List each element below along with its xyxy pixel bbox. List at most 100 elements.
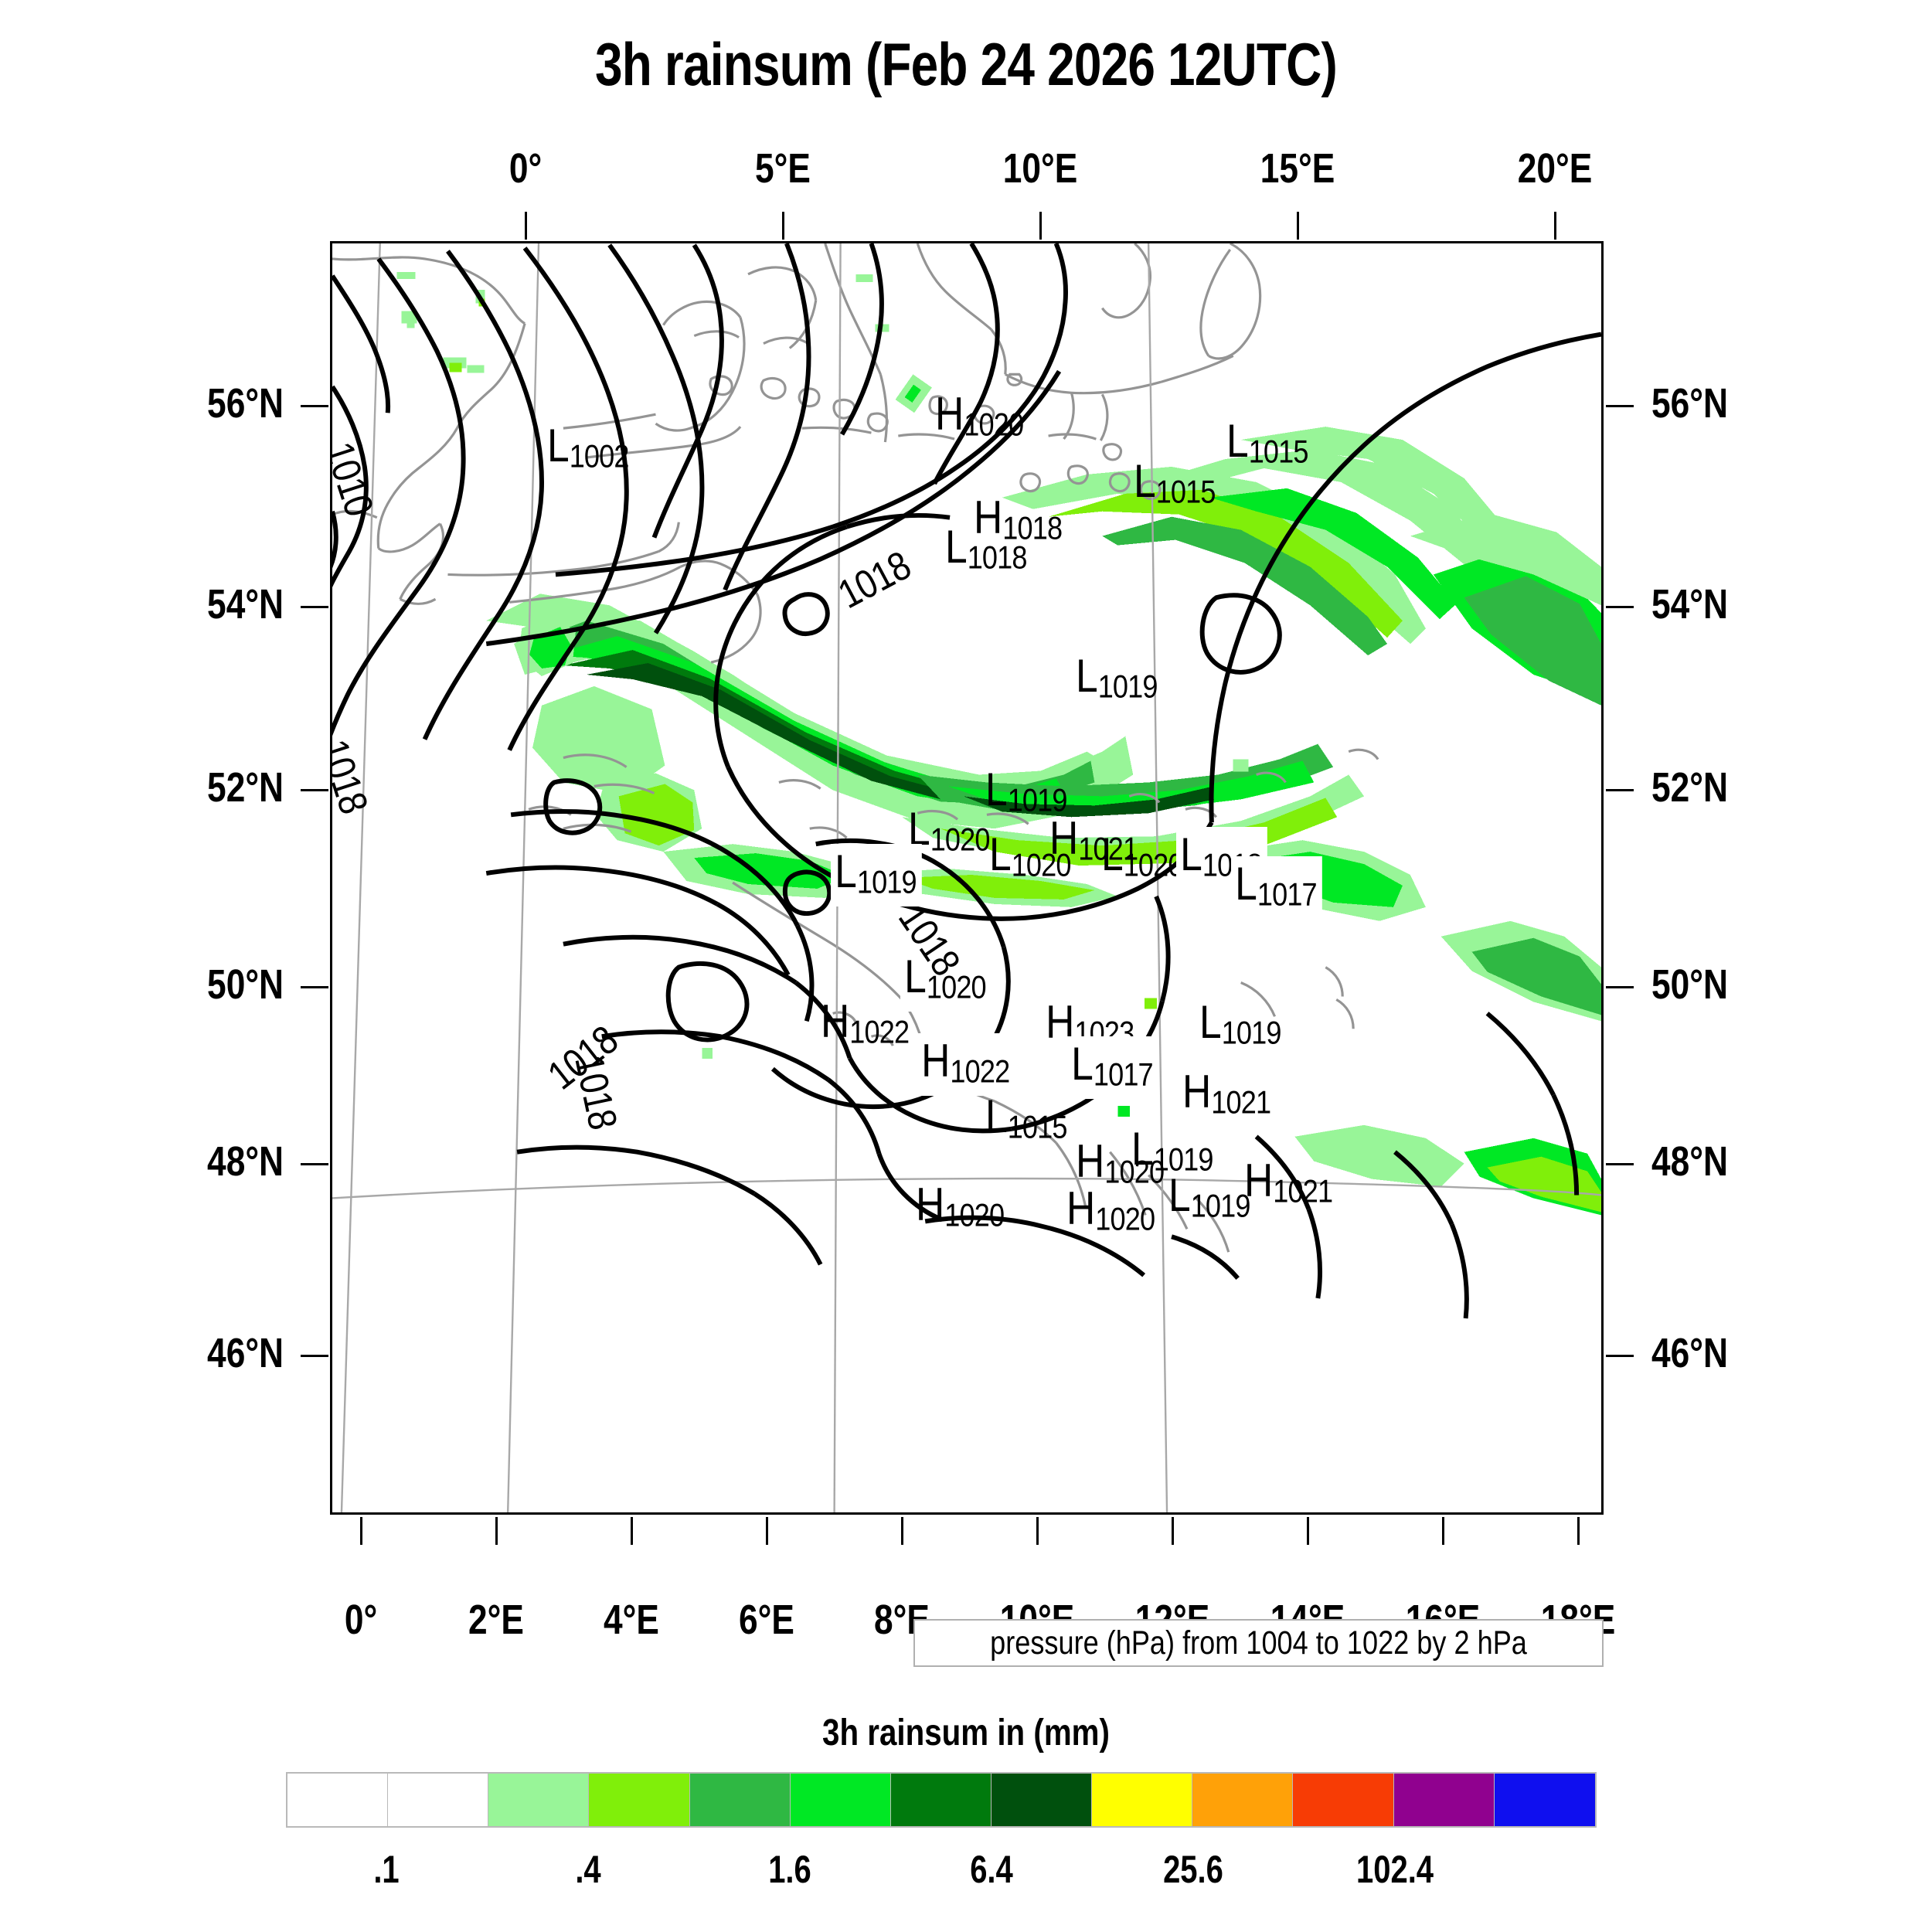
axis-tick bbox=[301, 405, 328, 407]
axis-label-top-0: 0° bbox=[509, 145, 543, 192]
axis-label-bottom-3: 6°E bbox=[739, 1597, 794, 1643]
axis-tick bbox=[301, 1163, 328, 1165]
axis-tick bbox=[360, 1517, 362, 1545]
pressure-center-value: 1019 bbox=[1007, 781, 1068, 818]
pressure-center-value: 1015 bbox=[1155, 473, 1216, 510]
axis-tick bbox=[1606, 789, 1634, 791]
pressure-center-value: 1021 bbox=[1273, 1172, 1333, 1209]
colorbar[interactable] bbox=[286, 1772, 1597, 1828]
pressure-center-label-h-28: H1020 bbox=[1066, 1185, 1155, 1236]
pressure-center-type: L bbox=[1101, 828, 1124, 880]
pressure-center-value: 1017 bbox=[1093, 1056, 1154, 1093]
axis-label-top-1: 5°E bbox=[755, 145, 811, 192]
colorbar-segment-2[interactable] bbox=[488, 1774, 590, 1826]
axis-label-right-1: 54°N bbox=[1651, 581, 1728, 628]
pressure-center-label-l-5: L1018 bbox=[945, 524, 1027, 574]
axis-tick bbox=[1307, 1517, 1309, 1545]
pressure-center-label-l-7: L1019 bbox=[985, 767, 1067, 817]
axis-label-right-0: 56°N bbox=[1651, 380, 1728, 427]
pressure-center-label-h-4: H1018 bbox=[974, 495, 1063, 546]
pressure-center-type: L bbox=[1134, 455, 1156, 507]
pressure-center-type: H bbox=[921, 1035, 951, 1087]
axis-tick bbox=[301, 986, 328, 988]
axis-tick bbox=[1606, 606, 1634, 608]
colorbar-segment-0[interactable] bbox=[287, 1774, 389, 1826]
colorbar-segment-9[interactable] bbox=[1192, 1774, 1294, 1826]
pressure-center-value: 1019 bbox=[1221, 1014, 1282, 1051]
axis-label-left-0: 56°N bbox=[207, 380, 284, 427]
axis-tick bbox=[1172, 1517, 1174, 1545]
axis-tick bbox=[631, 1517, 633, 1545]
axis-tick bbox=[1554, 212, 1556, 240]
pressure-center-type: L bbox=[1076, 650, 1098, 702]
axis-label-right-5: 46°N bbox=[1651, 1330, 1728, 1376]
pressure-center-label-l-23: L1019 bbox=[1131, 1126, 1213, 1176]
axis-tick bbox=[301, 789, 328, 791]
pressure-center-type: L bbox=[1180, 828, 1202, 880]
colorbar-segment-8[interactable] bbox=[1092, 1774, 1193, 1826]
axis-tick bbox=[901, 1517, 903, 1545]
axis-tick bbox=[766, 1517, 768, 1545]
pressure-center-label-h-21: H1021 bbox=[1182, 1069, 1271, 1119]
axis-tick bbox=[1606, 1163, 1634, 1165]
colorbar-label-1: .4 bbox=[575, 1848, 601, 1891]
pressure-center-value: 1015 bbox=[1007, 1108, 1068, 1145]
colorbar-segment-11[interactable] bbox=[1393, 1774, 1495, 1826]
axis-label-bottom-2: 4°E bbox=[604, 1597, 659, 1643]
axis-label-left-1: 54°N bbox=[207, 581, 284, 628]
axis-label-bottom-1: 2°E bbox=[468, 1597, 524, 1643]
pressure-center-type: L bbox=[989, 828, 1012, 880]
pressure-center-label-l-25: L1019 bbox=[1168, 1172, 1250, 1223]
pressure-center-value: 1020 bbox=[1011, 846, 1072, 883]
pressure-center-type: L bbox=[985, 1090, 1008, 1142]
map-plot-area[interactable]: L1002 H1020 L1015 L1015 H1018 L1018 L1019 L1019… bbox=[330, 241, 1604, 1515]
pressure-center-value: 1020 bbox=[926, 968, 987, 1005]
colorbar-segment-5[interactable] bbox=[790, 1774, 891, 1826]
axis-label-left-2: 52°N bbox=[207, 764, 284, 811]
pressure-center-value: 1020 bbox=[944, 1196, 1005, 1233]
colorbar-segment-3[interactable] bbox=[589, 1774, 690, 1826]
pressure-center-label-h-16: H1022 bbox=[821, 998, 910, 1049]
pressure-center-value: 1017 bbox=[1257, 876, 1318, 913]
axis-tick bbox=[1442, 1517, 1444, 1545]
pressure-center-value: 1020 bbox=[1123, 846, 1184, 883]
pressure-center-type: H bbox=[1049, 812, 1079, 864]
axis-tick bbox=[1606, 405, 1634, 407]
colorbar-segment-7[interactable] bbox=[991, 1774, 1093, 1826]
pressure-center-type: L bbox=[1071, 1038, 1094, 1090]
pressure-center-label-h-10: H1021 bbox=[1049, 815, 1138, 866]
colorbar-segment-12[interactable] bbox=[1494, 1774, 1595, 1826]
graticule bbox=[332, 243, 1601, 1512]
pressure-center-type: L bbox=[945, 521, 968, 573]
pressure-center-type: L bbox=[1235, 858, 1257, 910]
pressure-legend-text: pressure (hPa) from 1004 to 1022 by 2 hP… bbox=[990, 1624, 1527, 1662]
pressure-center-value: 1002 bbox=[569, 437, 630, 474]
pressure-center-label-l-2: L1015 bbox=[1134, 458, 1216, 509]
pressure-center-type: L bbox=[547, 420, 570, 471]
pressure-center-value: 1018 bbox=[1002, 509, 1063, 546]
pressure-center-value: 1020 bbox=[1104, 1153, 1165, 1190]
isobars-layer bbox=[332, 243, 1601, 1319]
axis-tick bbox=[1606, 986, 1634, 988]
colorbar-label-4: 25.6 bbox=[1163, 1848, 1223, 1891]
pressure-center-label-l-22: L1015 bbox=[985, 1094, 1067, 1144]
colorbar-segment-6[interactable] bbox=[890, 1774, 992, 1826]
axis-label-left-3: 50°N bbox=[207, 961, 284, 1008]
pressure-center-value: 1019 bbox=[1153, 1141, 1214, 1178]
pressure-center-type: L bbox=[904, 951, 927, 1002]
pressure-center-label-h-26: H1021 bbox=[1244, 1158, 1333, 1209]
colorbar-segment-1[interactable] bbox=[388, 1774, 489, 1826]
pressure-center-type: L bbox=[1131, 1123, 1154, 1175]
page-title: 3h rainsum (Feb 24 2026 12UTC) bbox=[594, 30, 1338, 98]
pressure-center-value: 1020 bbox=[964, 406, 1024, 443]
pressure-center-label-h-24: H1020 bbox=[1076, 1138, 1165, 1190]
axis-label-left-5: 46°N bbox=[207, 1330, 284, 1376]
pressure-center-label-l-6: L1019 bbox=[1076, 653, 1158, 703]
colorbar-segment-4[interactable] bbox=[689, 1774, 791, 1826]
pressure-center-label-l-13: L1017 bbox=[1231, 856, 1322, 919]
colorbar-segment-10[interactable] bbox=[1293, 1774, 1394, 1826]
pressure-center-label-l-19: L1017 bbox=[1067, 1036, 1158, 1099]
axis-tick bbox=[525, 212, 527, 240]
pressure-center-value: 1018 bbox=[967, 539, 1028, 576]
pressure-center-type: L bbox=[835, 845, 857, 897]
